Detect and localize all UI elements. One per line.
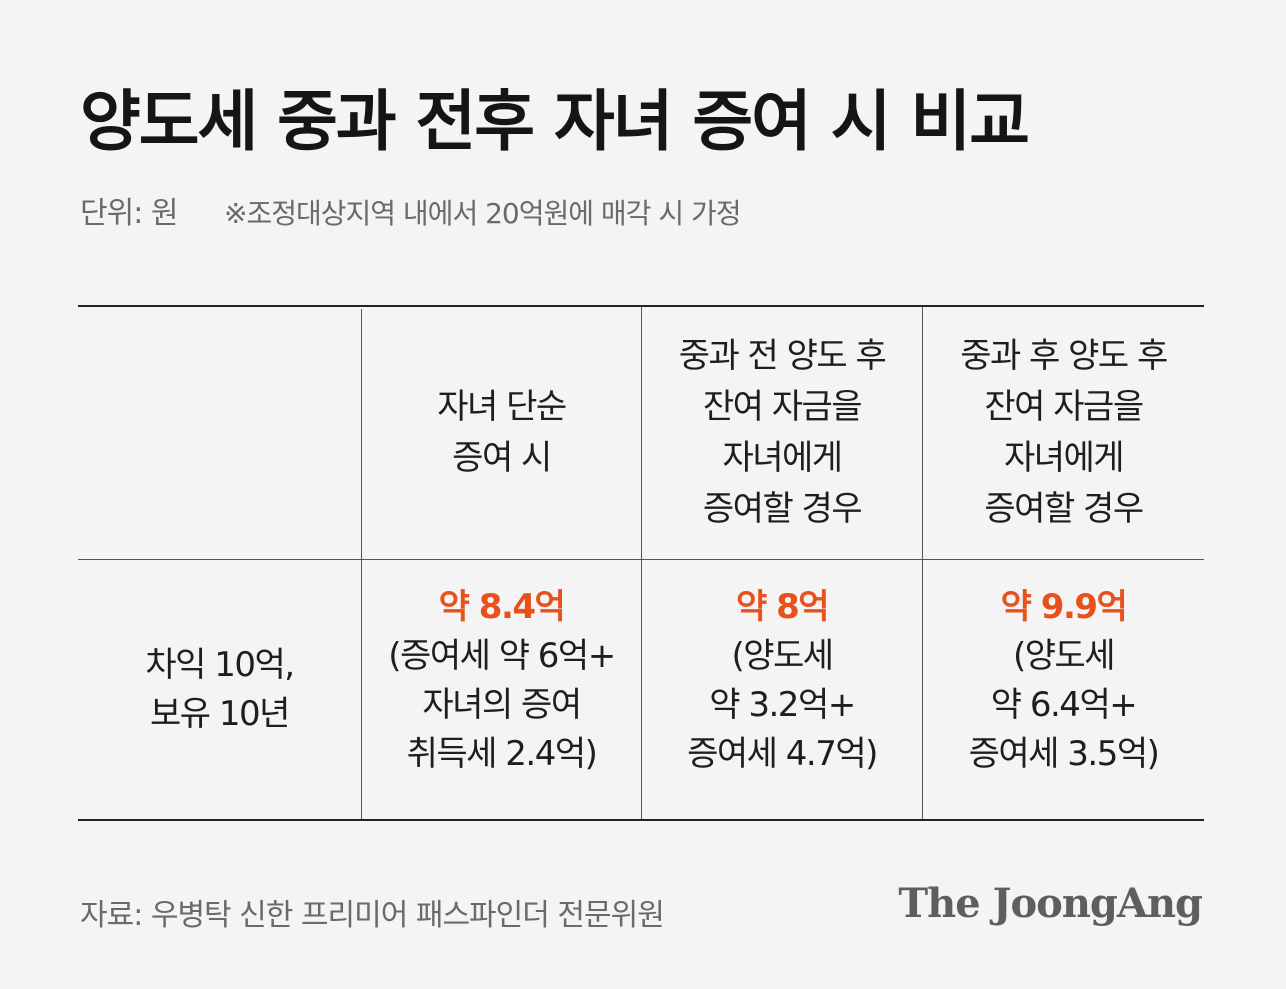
detail-line: (증여세 약 6억+ [388, 636, 616, 676]
header-line: 중과 후 양도 후 [960, 336, 1168, 376]
header-cell-simple-gift: 자녀 단순 증여 시 [362, 307, 641, 559]
table-top-rule [78, 305, 1204, 307]
detail-line: (양도세 [1012, 636, 1116, 676]
header-line: 잔여 자금을 [984, 387, 1144, 427]
detail-line: 약 3.2억+ [709, 685, 856, 725]
value-cell-after-surcharge: 약 9.9억 (양도세 약 6.4억+ 증여세 3.5억) [923, 561, 1204, 819]
header-line: 잔여 자금을 [702, 387, 863, 427]
header-line: 자녀에게 [722, 438, 843, 478]
detail-line: 증여세 4.7억) [687, 734, 878, 774]
header-cell-empty [78, 307, 361, 559]
header-cell-after-surcharge: 중과 후 양도 후 잔여 자금을 자녀에게 증여할 경우 [923, 307, 1204, 559]
column-divider [361, 309, 362, 819]
comparison-table: 자녀 단순 증여 시 중과 전 양도 후 잔여 자금을 자녀에게 증여할 경우 … [78, 305, 1204, 821]
highlight-value: 약 8.4억 [438, 587, 566, 627]
detail-line: (양도세 [731, 636, 834, 676]
header-cell-before-surcharge: 중과 전 양도 후 잔여 자금을 자녀에게 증여할 경우 [642, 307, 922, 559]
assumption-note: ※조정대상지역 내에서 20억원에 매각 시 가정 [224, 197, 742, 230]
header-line: 증여 시 [452, 438, 552, 478]
row-label-line: 차익 10억, [145, 645, 295, 685]
page-title: 양도세 중과 전후 자녀 증여 시 비교 [80, 83, 1030, 160]
subtitle-line: 단위: 원 ※조정대상지역 내에서 20억원에 매각 시 가정 [80, 188, 742, 232]
value-cell-before-surcharge: 약 8억 (양도세 약 3.2억+ 증여세 4.7억) [642, 561, 922, 819]
detail-line: 자녀의 증여 [422, 685, 582, 725]
table-bottom-rule [78, 819, 1204, 821]
header-line: 증여할 경우 [984, 489, 1144, 529]
detail-line: 증여세 3.5억) [968, 734, 1160, 774]
header-line: 증여할 경우 [702, 489, 863, 529]
row-label-cell: 차익 10억, 보유 10년 [78, 561, 361, 819]
publisher-logo: The JoongAng [898, 880, 1203, 927]
source-credit: 자료: 우병탁 신한 프리미어 패스파인더 전문위원 [80, 898, 665, 933]
header-line: 자녀 단순 [437, 387, 567, 427]
header-line: 중과 전 양도 후 [678, 336, 887, 376]
header-line: 자녀에게 [1003, 438, 1125, 478]
row-label-line: 보유 10년 [150, 694, 290, 734]
highlight-value: 약 9.9억 [1000, 587, 1128, 627]
value-cell-simple-gift: 약 8.4억 (증여세 약 6억+ 자녀의 증여 취득세 2.4억) [362, 561, 641, 819]
detail-line: 약 6.4억+ [990, 685, 1138, 725]
unit-label: 단위: 원 [80, 196, 178, 231]
highlight-value: 약 8억 [735, 587, 830, 627]
detail-line: 취득세 2.4억) [406, 734, 598, 774]
column-divider [922, 307, 923, 819]
column-divider [641, 307, 642, 819]
